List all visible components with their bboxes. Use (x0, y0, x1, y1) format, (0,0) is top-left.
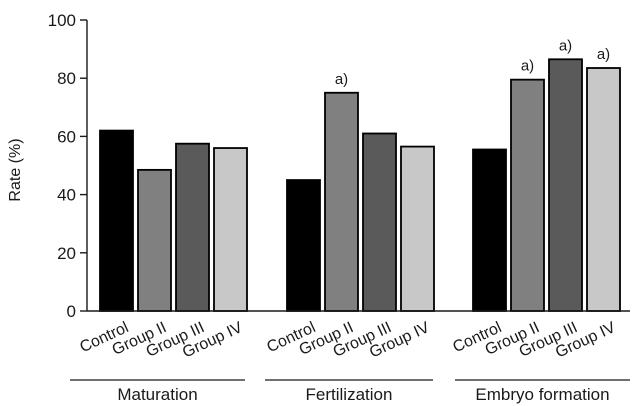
bar-maturation-group-iv (213, 147, 248, 312)
bar-fertilization-group-iii (362, 132, 397, 312)
bar-fertilization-group-ii (324, 91, 359, 312)
y-axis: 0 20 40 60 80 100 (48, 11, 88, 321)
bar-fertilization-control (286, 179, 321, 312)
y-axis-title: Rate (%) (7, 138, 24, 201)
y-tick-label: 40 (57, 186, 76, 205)
significance-annotation: a) (559, 37, 572, 54)
y-tick-label: 20 (57, 244, 76, 263)
y-tick-label: 60 (57, 127, 76, 146)
bar-fertilization-group-iv (400, 145, 435, 312)
significance-annotation: a) (597, 46, 610, 63)
bar-maturation-group-iii (175, 142, 210, 312)
significance-annotation: a) (335, 71, 348, 88)
bar-maturation-group-ii (137, 168, 172, 312)
y-tick-label: 100 (48, 11, 76, 30)
bars: a) a) a) a) (99, 37, 621, 312)
group-label: Embryo formation (475, 385, 609, 404)
group-label: Maturation (117, 385, 197, 404)
bar-maturation-control (99, 129, 134, 312)
bar-embryo-formation-control (472, 148, 507, 312)
group-labels: Maturation Fertilization Embryo formation (70, 379, 630, 404)
group-label: Fertilization (306, 385, 393, 404)
significance-annotation: a) (521, 58, 534, 75)
y-tick-label: 80 (57, 69, 76, 88)
bar-embryo-formation-group-ii (510, 78, 545, 312)
y-tick-label: 0 (67, 302, 76, 321)
bar-embryo-formation-group-iv (586, 67, 621, 312)
bar-embryo-formation-group-iii (548, 58, 583, 312)
